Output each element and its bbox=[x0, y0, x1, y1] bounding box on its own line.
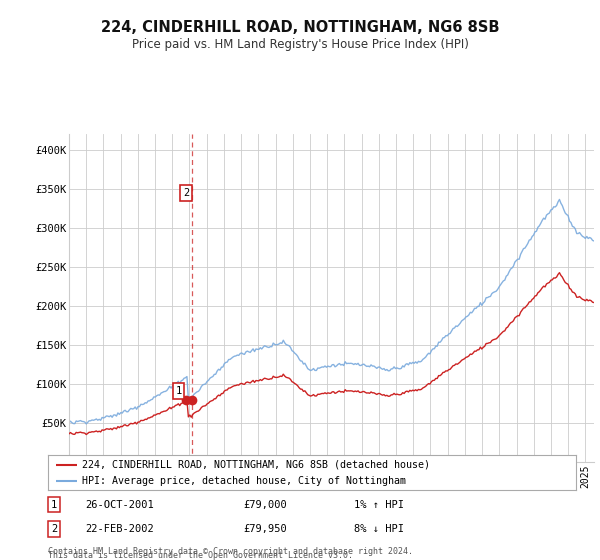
Text: 8% ↓ HPI: 8% ↓ HPI bbox=[354, 524, 404, 534]
Text: 1: 1 bbox=[176, 386, 182, 396]
Text: 1% ↑ HPI: 1% ↑ HPI bbox=[354, 500, 404, 510]
Text: HPI: Average price, detached house, City of Nottingham: HPI: Average price, detached house, City… bbox=[82, 475, 406, 486]
Text: 26-OCT-2001: 26-OCT-2001 bbox=[85, 500, 154, 510]
Text: 2: 2 bbox=[51, 524, 58, 534]
Text: £79,950: £79,950 bbox=[244, 524, 287, 534]
Text: This data is licensed under the Open Government Licence v3.0.: This data is licensed under the Open Gov… bbox=[48, 551, 353, 560]
Text: £79,000: £79,000 bbox=[244, 500, 287, 510]
Text: Price paid vs. HM Land Registry's House Price Index (HPI): Price paid vs. HM Land Registry's House … bbox=[131, 38, 469, 51]
Text: 224, CINDERHILL ROAD, NOTTINGHAM, NG6 8SB (detached house): 224, CINDERHILL ROAD, NOTTINGHAM, NG6 8S… bbox=[82, 460, 430, 470]
Text: 1: 1 bbox=[51, 500, 58, 510]
Text: 224, CINDERHILL ROAD, NOTTINGHAM, NG6 8SB: 224, CINDERHILL ROAD, NOTTINGHAM, NG6 8S… bbox=[101, 20, 499, 35]
Text: 2: 2 bbox=[183, 188, 189, 198]
Text: 22-FEB-2002: 22-FEB-2002 bbox=[85, 524, 154, 534]
Text: Contains HM Land Registry data © Crown copyright and database right 2024.: Contains HM Land Registry data © Crown c… bbox=[48, 547, 413, 556]
